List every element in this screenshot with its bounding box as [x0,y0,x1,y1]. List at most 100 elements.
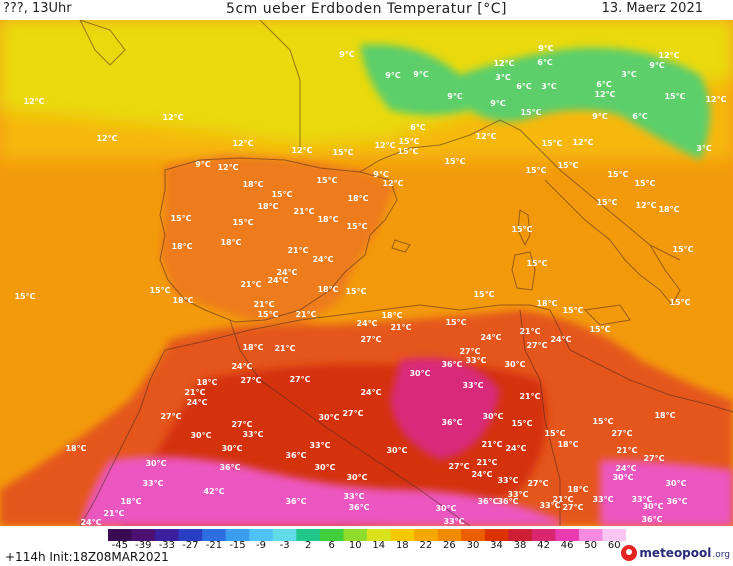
temperature-label: 6°C [410,123,426,132]
temperature-label: 21°C [519,392,540,401]
colorbar-segment [578,529,603,541]
colorbar-tick-label: -45 [111,540,128,551]
colorbar-segment [484,529,509,541]
temperature-label: 24°C [480,333,501,342]
temperature-label: 36°C [219,463,240,472]
colorbar-segment [155,529,180,541]
temperature-label: 33°C [242,430,263,439]
coast-iberia [159,157,398,323]
temperature-label: 18°C [381,311,402,320]
temperature-label: 15°C [511,225,532,234]
map-canvas: 9°C9°C12°C12°C 6°C 9°C9°C 9°C 3°C 3°C6°C 3°C 6°… [0,20,733,526]
temperature-label: 18°C [242,180,263,189]
forecast-run-info: +114h Init:18Z08MAR2021 [5,550,169,564]
temperature-label: 21°C [616,446,637,455]
temperature-label: 18°C [658,205,679,214]
temperature-label: 24°C [471,470,492,479]
temperature-label: 33°C [343,492,364,501]
temperature-label: 24°C [356,319,377,328]
temperature-label: 3°C [696,144,712,153]
valid-date: 13. Maerz 2021 [601,1,703,16]
colorbar-segment [319,529,344,541]
temperature-label: 15°C [672,245,693,254]
temperature-label: 15°C [398,137,419,146]
colorbar-tick-label: -9 [256,540,267,551]
temperature-label: 15°C [473,290,494,299]
temperature-label: 27°C [160,412,181,421]
temperature-label: 21°C [184,388,205,397]
temperature-map: 9°C 9°C 12°C 12°C 6°C 9°C 9°C 9°C 3°C 3°C 6°C 3°C 6°… [0,20,733,526]
colorbar-segment [225,529,250,541]
temperature-label: 30°C [612,473,633,482]
colorbar-tick-label: 14 [372,540,386,551]
temperature-label: 6°C [516,82,532,91]
colorbar-tick-label: -3 [279,540,290,551]
temperature-label: 24°C [267,276,288,285]
temperature-label: 21°C [103,509,124,518]
colorbar-segment [555,529,580,541]
temperature-label: 33°C [465,356,486,365]
temperature-label: 15°C [346,222,367,231]
temperature-label: 15°C [526,259,547,268]
temperature-label: 33°C [462,381,483,390]
logo-tld: .org [712,550,730,560]
temperature-label: 15°C [511,419,532,428]
temperature-label: 9°C [195,160,211,169]
temperature-label: 24°C [186,398,207,407]
colorbar-tick-label: 60 [607,540,621,551]
temperature-label: 30°C [504,360,525,369]
temperature-label: 15°C [332,148,353,157]
temperature-label: 24°C [360,388,381,397]
colorbar-segment [131,529,156,541]
temperature-colorbar [108,529,626,541]
temperature-label: 18°C [317,285,338,294]
temperature-label: 18°C [347,194,368,203]
coast-italy [519,129,681,306]
colorbar-segment [367,529,392,541]
temperature-label: 12°C [96,134,117,143]
colorbar-tick-label: 30 [466,540,480,551]
temperature-label: 21°C [295,310,316,319]
temperature-label: 12°C [23,97,44,106]
temperature-label: 21°C [552,495,573,504]
temperature-label: 30°C [642,502,663,511]
temperature-label: 15°C [232,218,253,227]
temperature-label: 30°C [221,444,242,453]
temperature-label: 9°C [413,70,429,79]
colorbar-segment [178,529,203,541]
temperature-label: 24°C [312,255,333,264]
temperature-label: 30°C [386,446,407,455]
temperature-label: 12°C [162,113,183,122]
temperature-label: 6°C [632,112,648,121]
temperature-label: 12°C [382,179,403,188]
temperature-label: 33°C [592,495,613,504]
colorbar-tick-label: 6 [328,540,335,551]
colorbar-tick-label: 10 [348,540,362,551]
colorbar-ticks: -45 -39 -33 -27 -21 -15 -9 -3 2 6 10 14 18 22 26 30 34 38… [0,540,733,554]
temperature-label: 24°C [550,335,571,344]
colorbar-tick-label: 2 [304,540,312,551]
temperature-label: 27°C [527,479,548,488]
cool-north-zone [0,20,733,145]
temperature-label: 15°C [444,157,465,166]
temperature-label: 12°C [705,95,726,104]
temperature-label: 33°C [142,479,163,488]
temperature-label: 24°C [276,268,297,277]
temperature-label: 30°C [190,431,211,440]
temperature-label: 15°C [316,176,337,185]
temperature-label: 18°C [557,440,578,449]
temperature-label: 36°C [285,497,306,506]
meteopool-logo[interactable]: meteopool .org [621,542,730,564]
temperature-label: 18°C [196,378,217,387]
temperature-label: 15°C [345,287,366,296]
temperature-label: 15°C [607,170,628,179]
temperature-label: 27°C [360,335,381,344]
colorbar-segment [202,529,227,541]
temperature-label: 9°C [592,112,608,121]
temperature-label: 24°C [231,362,252,371]
colorbar-tick-label: 46 [560,540,574,551]
temperature-label: 33°C [507,490,528,499]
temperature-label: 9°C [649,61,665,70]
map-title: 5cm ueber Erdboden Temperatur [°C] [226,1,507,17]
temperature-label: 30°C [145,459,166,468]
